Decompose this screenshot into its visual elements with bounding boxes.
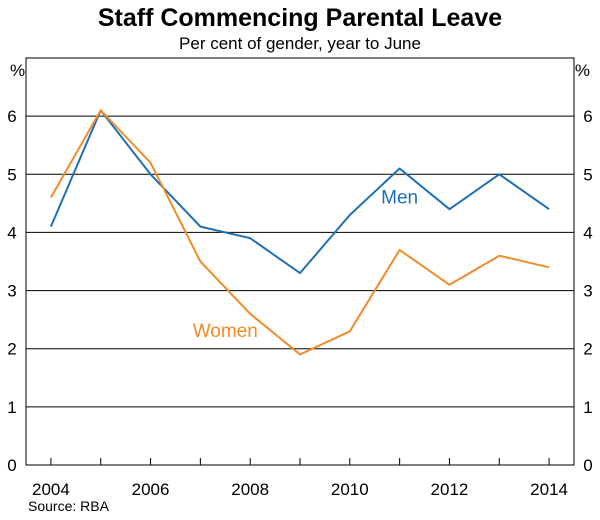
series-label-women: Women [193, 321, 258, 342]
y-tick-label-right: 1 [583, 398, 592, 417]
y-tick-label-right: 6 [583, 107, 592, 126]
y-tick-label-right: 4 [583, 223, 592, 242]
y-tick-label-left: 1 [7, 398, 16, 417]
chart-subtitle: Per cent of gender, year to June [179, 34, 421, 53]
series-line-men [49, 109, 550, 275]
x-tick-label: 2008 [231, 480, 269, 499]
series-labels: Men Women [193, 187, 418, 342]
chart-title: Staff Commencing Parental Leave [98, 4, 502, 32]
y-axis-unit-left: % [10, 61, 25, 80]
x-tick-label: 2004 [32, 480, 70, 499]
x-tick-label: 2006 [132, 480, 170, 499]
series-label-men: Men [381, 187, 418, 208]
y-tick-label-left: 6 [7, 107, 16, 126]
y-tick-label-left: 3 [7, 282, 16, 301]
gridlines [26, 115, 574, 408]
y-tick-label-left: 5 [7, 165, 16, 184]
x-tick-label: 2012 [431, 480, 469, 499]
y-axis-unit-right: % [575, 61, 590, 80]
y-tick-label-right: 3 [583, 282, 592, 301]
y-tick-label-right: 5 [583, 165, 592, 184]
axis-ticks: 0 0 1 1 2 2 3 3 4 4 5 5 6 6 2004 2006 2008 2010 2012 2014 [7, 107, 592, 499]
series-line-women [50, 109, 550, 356]
source-note: Source: RBA [28, 498, 110, 514]
series-lines [49, 109, 550, 356]
y-tick-label-left: 2 [7, 340, 16, 359]
y-tick-label-right: 0 [583, 456, 592, 475]
y-tick-label-left: 0 [7, 456, 16, 475]
y-tick-label-left: 4 [7, 223, 16, 242]
x-tick-label: 2010 [331, 480, 369, 499]
x-tick-label: 2014 [530, 480, 568, 499]
y-tick-label-right: 2 [583, 340, 592, 359]
